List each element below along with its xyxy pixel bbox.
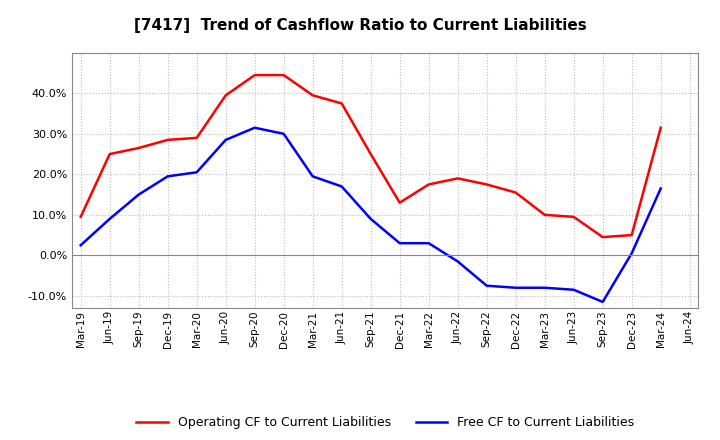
Operating CF to Current Liabilities	[598, 235, 607, 240]
Free CF to Current Liabilities	[657, 186, 665, 191]
Free CF to Current Liabilities	[511, 285, 520, 290]
Free CF to Current Liabilities	[366, 216, 375, 221]
Text: [7417]  Trend of Cashflow Ratio to Current Liabilities: [7417] Trend of Cashflow Ratio to Curren…	[134, 18, 586, 33]
Operating CF to Current Liabilities	[135, 145, 143, 150]
Line: Free CF to Current Liabilities: Free CF to Current Liabilities	[81, 128, 661, 302]
Operating CF to Current Liabilities	[511, 190, 520, 195]
Free CF to Current Liabilities	[541, 285, 549, 290]
Free CF to Current Liabilities	[308, 174, 317, 179]
Free CF to Current Liabilities	[570, 287, 578, 293]
Free CF to Current Liabilities	[135, 192, 143, 197]
Operating CF to Current Liabilities	[192, 135, 201, 140]
Free CF to Current Liabilities	[76, 242, 85, 248]
Operating CF to Current Liabilities	[163, 137, 172, 143]
Operating CF to Current Liabilities	[570, 214, 578, 220]
Operating CF to Current Liabilities	[424, 182, 433, 187]
Free CF to Current Liabilities	[105, 216, 114, 221]
Operating CF to Current Liabilities	[366, 151, 375, 157]
Free CF to Current Liabilities	[482, 283, 491, 288]
Free CF to Current Liabilities	[192, 170, 201, 175]
Operating CF to Current Liabilities	[251, 73, 259, 78]
Operating CF to Current Liabilities	[308, 93, 317, 98]
Free CF to Current Liabilities	[395, 241, 404, 246]
Free CF to Current Liabilities	[338, 184, 346, 189]
Free CF to Current Liabilities	[454, 259, 462, 264]
Free CF to Current Liabilities	[598, 299, 607, 304]
Operating CF to Current Liabilities	[338, 101, 346, 106]
Operating CF to Current Liabilities	[454, 176, 462, 181]
Line: Operating CF to Current Liabilities: Operating CF to Current Liabilities	[81, 75, 661, 237]
Operating CF to Current Liabilities	[541, 212, 549, 217]
Free CF to Current Liabilities	[251, 125, 259, 130]
Operating CF to Current Liabilities	[482, 182, 491, 187]
Free CF to Current Liabilities	[221, 137, 230, 143]
Operating CF to Current Liabilities	[221, 93, 230, 98]
Free CF to Current Liabilities	[279, 131, 288, 136]
Free CF to Current Liabilities	[163, 174, 172, 179]
Operating CF to Current Liabilities	[395, 200, 404, 205]
Operating CF to Current Liabilities	[657, 125, 665, 130]
Operating CF to Current Liabilities	[627, 232, 636, 238]
Free CF to Current Liabilities	[424, 241, 433, 246]
Operating CF to Current Liabilities	[76, 214, 85, 220]
Legend: Operating CF to Current Liabilities, Free CF to Current Liabilities: Operating CF to Current Liabilities, Fre…	[131, 411, 639, 434]
Operating CF to Current Liabilities	[279, 73, 288, 78]
Free CF to Current Liabilities	[627, 251, 636, 256]
Operating CF to Current Liabilities	[105, 151, 114, 157]
